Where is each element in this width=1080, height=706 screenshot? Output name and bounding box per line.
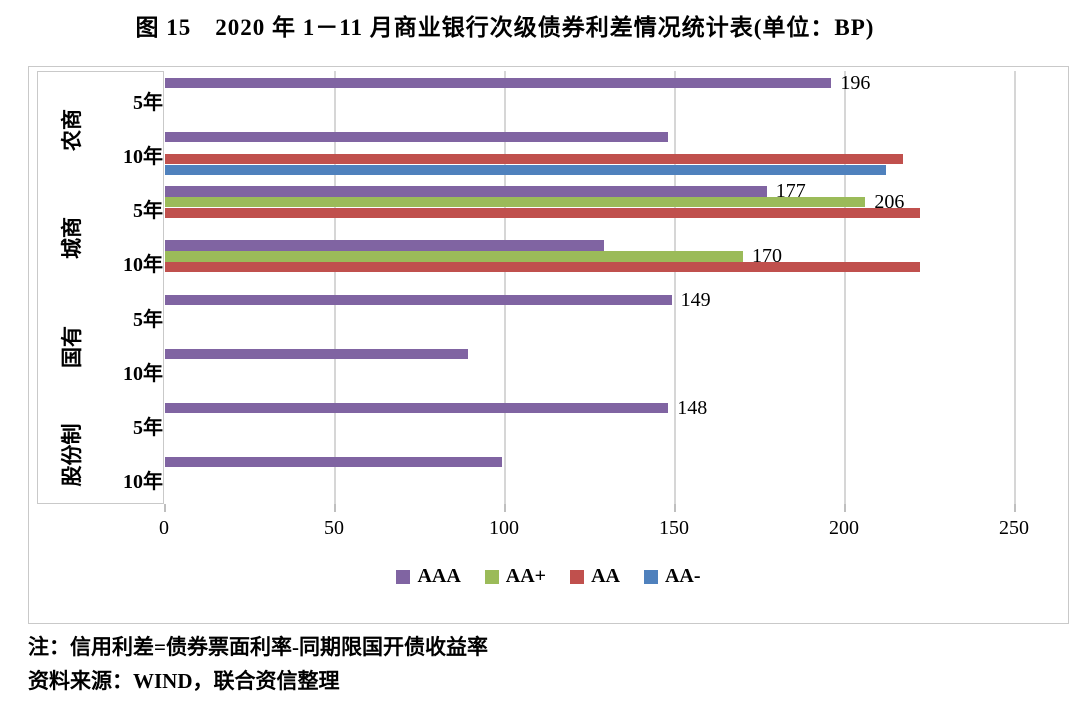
tenor-label: 10年 <box>123 470 163 493</box>
bar-AAA <box>165 456 502 468</box>
bar-value-label: 148 <box>677 396 708 419</box>
bar-AA+ <box>165 197 866 208</box>
axis-tick <box>164 504 166 512</box>
gridline <box>504 71 506 504</box>
x-axis-tick-label: 250 <box>999 517 1029 539</box>
bar-AAA <box>165 132 669 143</box>
bar-value-label: 206 <box>874 191 905 214</box>
legend: AAA AA+ AA AA- <box>29 565 1068 588</box>
bar-value-label: 149 <box>680 288 711 311</box>
tenor-label: 5年 <box>133 200 163 223</box>
bar-AAA <box>165 186 767 197</box>
note-definition: 注：信用利差=债券票面利率-同期限国开债收益率 <box>28 635 488 659</box>
category-label-panel: 农商 5年 10年 城商 5年 10年 国有 5年 10年 股份制 5年 10年 <box>37 71 164 504</box>
bar-AA+ <box>165 251 743 262</box>
note-source: 资料来源：WIND，联合资信整理 <box>28 669 340 693</box>
footnotes: 注：信用利差=债券票面利率-同期限国开债收益率 资料来源：WIND，联合资信整理 <box>28 630 488 698</box>
axis-tick <box>334 504 336 512</box>
x-axis-tick-label: 0 <box>159 517 169 539</box>
legend-item-AA: AA <box>570 565 620 588</box>
gridline <box>844 71 846 504</box>
gridline <box>334 71 336 504</box>
bar-AAA <box>165 348 468 359</box>
x-axis-tick-label: 200 <box>829 517 859 539</box>
tenor-label: 10年 <box>123 146 163 169</box>
legend-item-AA+: AA+ <box>484 565 547 588</box>
x-axis-tick-label: 100 <box>489 517 519 539</box>
bar-AAA <box>165 402 669 414</box>
bar-AAA <box>165 240 604 251</box>
legend-label: AA <box>591 565 620 587</box>
legend-label: AA+ <box>505 565 547 587</box>
legend-swatch-AA- <box>643 569 658 584</box>
tenor-label: 10年 <box>123 362 163 385</box>
legend-swatch-AA+ <box>484 569 499 584</box>
chart-area: 196 177 206 170 149 148 农商 5年 10年 城商 5年 10年 国有 5年 10年… <box>28 66 1069 624</box>
chart-title: 图 15 2020 年 1－11 月商业银行次级债券利差情况统计表(单位：BP) <box>135 15 875 40</box>
axis-tick <box>1014 504 1016 512</box>
gridline <box>674 71 676 504</box>
bar-value-label: 170 <box>752 245 782 268</box>
gridline <box>1014 71 1016 504</box>
legend-item-AAA: AAA <box>396 565 461 588</box>
axis-tick <box>674 504 676 512</box>
legend-label: AAA <box>417 565 461 587</box>
axis-tick <box>844 504 846 512</box>
bar-AA <box>165 153 903 165</box>
tenor-label: 10年 <box>123 254 163 277</box>
bar-value-label: 196 <box>840 72 871 95</box>
bar-AAA <box>165 294 672 305</box>
bar-value-label: 177 <box>775 180 806 203</box>
bar-AA <box>165 208 920 219</box>
legend-swatch-AAA <box>396 569 411 584</box>
tenor-label: 5年 <box>133 416 163 439</box>
legend-swatch-AA <box>570 569 585 584</box>
x-axis-tick-label: 150 <box>659 517 689 539</box>
tenor-label: 5年 <box>133 308 163 331</box>
legend-label: AA- <box>664 565 701 587</box>
bar-AA <box>165 262 920 273</box>
axis-tick <box>504 504 506 512</box>
tenor-label: 5年 <box>133 92 163 115</box>
bar-AAA <box>165 78 832 89</box>
x-axis-tick-label: 50 <box>324 517 344 539</box>
legend-item-AA-: AA- <box>643 565 701 588</box>
bar-AA- <box>165 164 886 176</box>
